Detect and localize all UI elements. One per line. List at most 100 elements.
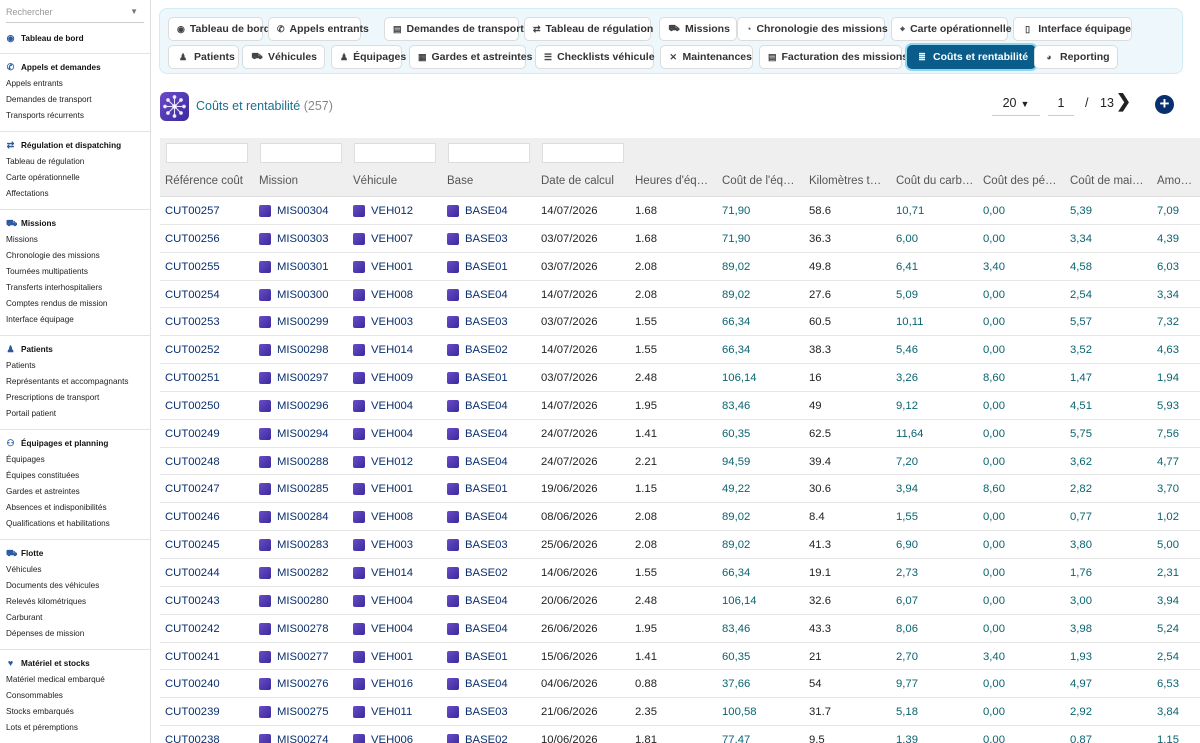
- sidebar-item[interactable]: Demandes de transport: [6, 95, 92, 104]
- sidebar-item[interactable]: Comptes rendus de mission: [6, 299, 108, 308]
- table-row[interactable]: CUT00257 MIS00304 VEH012 BASE04 14/07/2026 1.…: [160, 197, 1200, 225]
- record-link[interactable]: CUT00251: [165, 372, 220, 385]
- link-chip[interactable]: MIS00280: [259, 594, 349, 607]
- link-chip[interactable]: MIS00304: [259, 205, 349, 217]
- column-header[interactable]: Coût de mai…: [1070, 175, 1144, 187]
- link-chip[interactable]: MIS00298: [259, 344, 349, 357]
- table-row[interactable]: CUT00256 MIS00303 VEH007 BASE03 03/07/2026 1.…: [160, 225, 1200, 253]
- link-chip[interactable]: MIS00277: [259, 650, 349, 663]
- link-chip[interactable]: VEH001: [353, 650, 443, 663]
- sidebar-item[interactable]: Relevés kilométriques: [6, 597, 87, 606]
- record-link[interactable]: CUT00243: [165, 594, 220, 607]
- column-header[interactable]: Heures d'éq…: [635, 175, 709, 187]
- tab-15[interactable]: ≣ Coûts et rentabilité: [907, 45, 1036, 69]
- link-chip[interactable]: VEH016: [353, 678, 443, 691]
- table-row[interactable]: CUT00249 MIS00294 VEH004 BASE04 24/07/2026 1.…: [160, 420, 1200, 448]
- sidebar-item[interactable]: Équipages: [6, 455, 45, 464]
- link-chip[interactable]: BASE04: [447, 622, 537, 635]
- link-chip[interactable]: MIS00300: [259, 288, 349, 301]
- table-row[interactable]: CUT00242 MIS00278 VEH004 BASE04 26/06/2026 1.…: [160, 615, 1200, 643]
- link-chip[interactable]: BASE02: [447, 344, 537, 357]
- table-row[interactable]: CUT00253 MIS00299 VEH003 BASE03 03/07/2026 1.…: [160, 308, 1200, 337]
- sidebar-item[interactable]: Absences et indisponibilités: [6, 503, 107, 512]
- link-chip[interactable]: VEH011: [353, 706, 443, 719]
- tab-13[interactable]: ✕ Maintenances: [660, 45, 753, 69]
- table-row[interactable]: CUT00250 MIS00296 VEH004 BASE04 14/07/2026 1.…: [160, 392, 1200, 420]
- sidebar-item[interactable]: Tournées multipatients: [6, 267, 88, 276]
- column-filter-input[interactable]: [166, 143, 248, 163]
- link-chip[interactable]: BASE01: [447, 372, 537, 385]
- record-link[interactable]: CUT00249: [165, 427, 220, 440]
- link-chip[interactable]: BASE04: [447, 427, 537, 440]
- link-chip[interactable]: VEH004: [353, 427, 443, 440]
- link-chip[interactable]: VEH003: [353, 316, 443, 329]
- tab-0[interactable]: ◉ Tableau de bord: [168, 17, 270, 41]
- tab-4[interactable]: ⛟ Missions: [659, 17, 737, 41]
- column-header[interactable]: Véhicule: [353, 175, 398, 187]
- sidebar-item[interactable]: Qualifications et habilitations: [6, 519, 110, 528]
- current-page-input[interactable]: 1: [1048, 94, 1074, 116]
- sidebar-item[interactable]: Chronologie des missions: [6, 251, 100, 260]
- sidebar-item[interactable]: Transports récurrents: [6, 111, 84, 120]
- record-link[interactable]: CUT00239: [165, 706, 220, 719]
- record-link[interactable]: CUT00250: [165, 399, 220, 412]
- sidebar-item[interactable]: Carburant: [6, 613, 43, 622]
- table-row[interactable]: CUT00238 MIS00274 VEH006 BASE02 10/06/2026 1.…: [160, 726, 1200, 743]
- table-row[interactable]: CUT00247 MIS00285 VEH001 BASE01 19/06/2026 1.…: [160, 475, 1200, 504]
- column-header[interactable]: Kilomètres t…: [809, 175, 882, 187]
- link-chip[interactable]: BASE03: [447, 706, 537, 719]
- sidebar-item[interactable]: Équipes constituées: [6, 471, 80, 480]
- link-chip[interactable]: MIS00297: [259, 372, 349, 385]
- sidebar-item[interactable]: Lots et péremptions: [6, 723, 78, 732]
- table-row[interactable]: CUT00255 MIS00301 VEH001 BASE01 03/07/2026 2.…: [160, 253, 1200, 281]
- sidebar-group-header[interactable]: ✆ Appels et demandes: [6, 61, 150, 73]
- record-link[interactable]: CUT00244: [165, 566, 220, 579]
- record-link[interactable]: CUT00241: [165, 650, 220, 663]
- link-chip[interactable]: VEH004: [353, 622, 443, 635]
- link-chip[interactable]: MIS00303: [259, 232, 349, 245]
- record-link[interactable]: CUT00246: [165, 511, 220, 524]
- table-row[interactable]: CUT00254 MIS00300 VEH008 BASE04 14/07/2026 2.…: [160, 281, 1200, 309]
- link-chip[interactable]: BASE01: [447, 650, 537, 663]
- record-link[interactable]: CUT00248: [165, 455, 220, 468]
- link-chip[interactable]: MIS00284: [259, 511, 349, 524]
- link-chip[interactable]: BASE03: [447, 316, 537, 329]
- sidebar-item[interactable]: Consommables: [6, 691, 63, 700]
- column-filter-input[interactable]: [354, 143, 436, 163]
- column-header[interactable]: Coût du carb…: [896, 175, 974, 187]
- column-header[interactable]: Coût des pé…: [983, 175, 1057, 187]
- column-header[interactable]: Amo…: [1157, 175, 1193, 187]
- table-row[interactable]: CUT00240 MIS00276 VEH016 BASE04 04/06/2026 0.…: [160, 670, 1200, 699]
- sidebar-item[interactable]: Véhicules: [6, 565, 42, 574]
- link-chip[interactable]: BASE03: [447, 232, 537, 245]
- table-row[interactable]: CUT00241 MIS00277 VEH001 BASE01 15/06/2026 1.…: [160, 643, 1200, 671]
- link-chip[interactable]: MIS00299: [259, 316, 349, 329]
- tab-7[interactable]: ▯ Interface équipage: [1013, 17, 1132, 41]
- column-filter-input[interactable]: [260, 143, 342, 163]
- link-chip[interactable]: MIS00276: [259, 678, 349, 691]
- sidebar-item[interactable]: Représentants et accompagnants: [6, 377, 129, 386]
- record-link[interactable]: CUT00238: [165, 734, 220, 743]
- link-chip[interactable]: MIS00285: [259, 483, 349, 496]
- record-link[interactable]: CUT00245: [165, 539, 220, 552]
- link-chip[interactable]: VEH006: [353, 734, 443, 743]
- sidebar-item[interactable]: Dépenses de mission: [6, 629, 85, 638]
- link-chip[interactable]: BASE01: [447, 260, 537, 273]
- link-chip[interactable]: BASE04: [447, 288, 537, 301]
- search-input[interactable]: Rechercher ▼: [6, 0, 144, 23]
- link-chip[interactable]: MIS00294: [259, 427, 349, 440]
- record-link[interactable]: CUT00247: [165, 483, 220, 496]
- link-chip[interactable]: BASE04: [447, 511, 537, 524]
- sidebar-item[interactable]: Carte opérationnelle: [6, 173, 80, 182]
- table-row[interactable]: CUT00244 MIS00282 VEH014 BASE02 14/06/2026 1.…: [160, 559, 1200, 587]
- sidebar-item[interactable]: Missions: [6, 235, 38, 244]
- link-chip[interactable]: BASE04: [447, 399, 537, 412]
- link-chip[interactable]: VEH008: [353, 511, 443, 524]
- link-chip[interactable]: BASE04: [447, 455, 537, 468]
- sidebar-item[interactable]: Affectations: [6, 189, 49, 198]
- record-link[interactable]: CUT00256: [165, 232, 220, 245]
- record-link[interactable]: CUT00257: [165, 205, 220, 217]
- sidebar-group-header[interactable]: ⇄ Régulation et dispatching: [6, 139, 150, 151]
- record-link[interactable]: CUT00242: [165, 622, 220, 635]
- link-chip[interactable]: MIS00283: [259, 539, 349, 552]
